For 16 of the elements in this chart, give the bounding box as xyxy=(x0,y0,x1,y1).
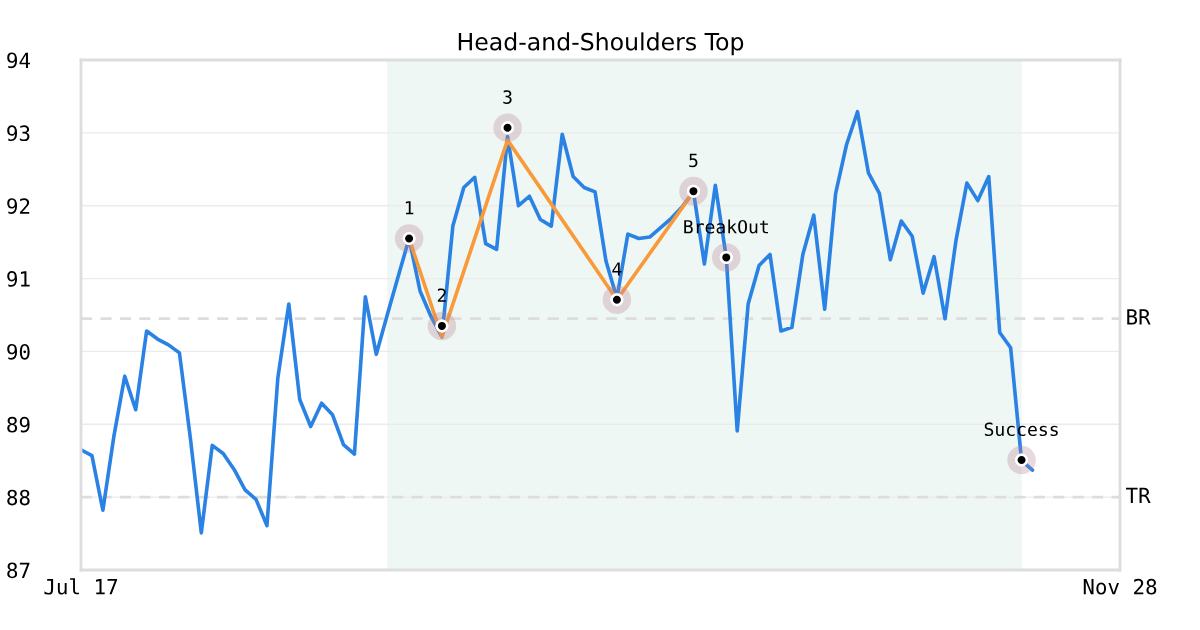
y-tick-label: 90 xyxy=(7,343,30,360)
y-tick-label: 92 xyxy=(7,198,30,214)
ref-line-label: TR xyxy=(1126,487,1151,503)
annotation: 5 xyxy=(689,153,698,168)
y-tick-label: 91 xyxy=(7,271,30,287)
x-tick-label: Jul 17 xyxy=(44,578,118,595)
ref-line-label: BR xyxy=(1127,309,1151,325)
annotation: 1 xyxy=(405,201,414,215)
chart-title: Head-and-Shoulders Top xyxy=(458,32,744,56)
y-tick-label: 87 xyxy=(7,562,30,579)
y-tick-label: 88 xyxy=(7,489,30,506)
annotation: 3 xyxy=(503,90,512,104)
y-tick-label: 89 xyxy=(7,416,30,433)
y-tick-label: 93 xyxy=(7,125,30,142)
y-tick-label: 94 xyxy=(7,52,30,69)
x-tick-label: Nov 28 xyxy=(1083,578,1157,595)
